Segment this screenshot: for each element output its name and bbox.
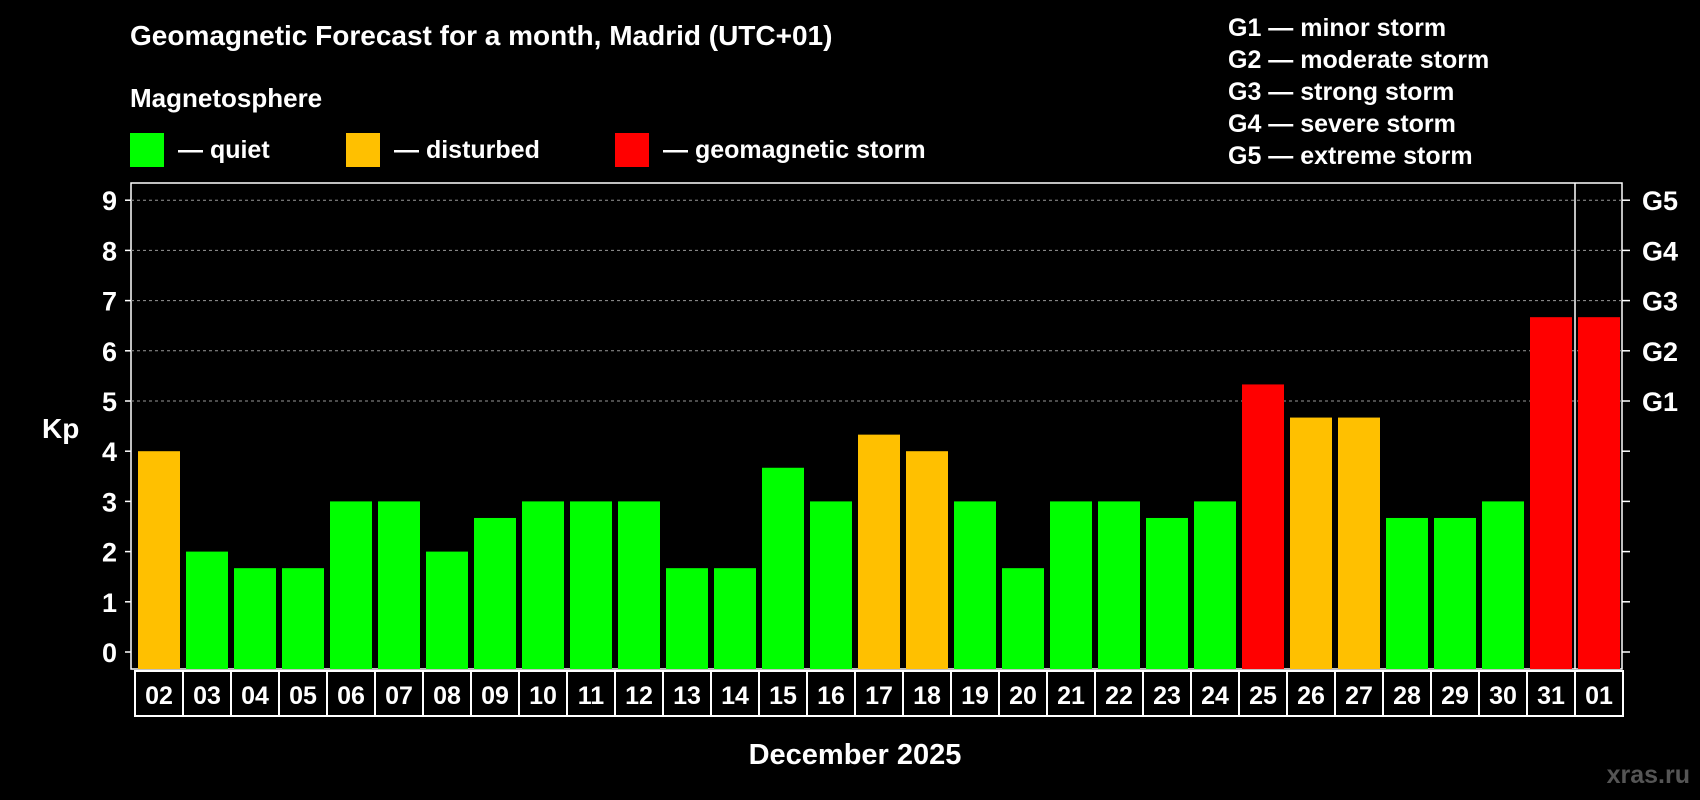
legend-label-disturbed: — disturbed <box>394 135 540 164</box>
x-tick-label: 14 <box>721 682 749 710</box>
bar-07 <box>378 501 420 669</box>
bar-18 <box>906 451 948 669</box>
bar-11 <box>570 501 612 669</box>
bar-02 <box>138 451 180 669</box>
legend-quiet: — quiet <box>130 133 270 167</box>
bar-01 <box>1578 317 1620 669</box>
x-tick-label: 16 <box>817 682 845 710</box>
g-axis-label: G2 <box>1642 337 1678 367</box>
legend-swatch-storm <box>615 133 649 167</box>
x-tick-label: 10 <box>529 682 557 710</box>
g-axis-label: G3 <box>1642 287 1678 317</box>
legend-swatch-quiet <box>130 133 164 167</box>
x-tick-label: 27 <box>1345 682 1373 710</box>
legend-swatch-disturbed <box>346 133 380 167</box>
y-tick-label: 5 <box>102 387 117 417</box>
x-tick-label: 29 <box>1441 682 1469 710</box>
x-tick-label: 03 <box>193 682 221 710</box>
y-tick-label: 8 <box>102 236 117 266</box>
x-tick-label: 12 <box>625 682 653 710</box>
x-label-strip <box>134 670 1624 717</box>
x-tick-label: 15 <box>769 682 797 710</box>
x-tick-label: 20 <box>1009 682 1037 710</box>
legend-label-quiet: — quiet <box>178 135 270 164</box>
bar-08 <box>426 551 468 669</box>
g-scale-item: G1 — minor storm <box>1228 14 1447 42</box>
g-scale-item: G4 — severe storm <box>1228 110 1456 138</box>
bar-29 <box>1434 517 1476 669</box>
x-tick-label: 04 <box>241 682 269 710</box>
watermark: xras.ru <box>1606 761 1690 789</box>
bar-15 <box>762 467 804 669</box>
magnetosphere-label: Magnetosphere <box>130 83 323 113</box>
chart-title: Geomagnetic Forecast for a month, Madrid… <box>130 20 833 51</box>
y-tick-label: 9 <box>102 186 117 216</box>
legend-disturbed: — disturbed <box>346 133 540 167</box>
x-tick-label: 25 <box>1249 682 1277 710</box>
legend-label-storm: — geomagnetic storm <box>663 135 926 164</box>
g-scale-item: G5 — extreme storm <box>1228 142 1473 170</box>
bar-20 <box>1002 568 1044 669</box>
x-tick-label: 24 <box>1201 682 1229 710</box>
x-tick-label: 09 <box>481 682 509 710</box>
g-scale-item: G2 — moderate storm <box>1228 46 1490 74</box>
x-tick-label: 30 <box>1489 682 1517 710</box>
x-tick-label: 06 <box>337 682 365 710</box>
bar-21 <box>1050 501 1092 669</box>
bar-27 <box>1338 417 1380 669</box>
x-tick-label: 07 <box>385 682 413 710</box>
bar-19 <box>954 501 996 669</box>
g-axis-label: G1 <box>1642 387 1678 417</box>
bar-22 <box>1098 501 1140 669</box>
x-tick-label: 18 <box>913 682 941 710</box>
bar-24 <box>1194 501 1236 669</box>
bar-16 <box>810 501 852 669</box>
y-tick-label: 0 <box>102 638 117 668</box>
y-axis-label: Kp <box>42 413 79 444</box>
x-tick-label: 31 <box>1537 682 1565 710</box>
g-axis-label: G4 <box>1642 236 1678 266</box>
bar-05 <box>282 568 324 669</box>
bar-04 <box>234 568 276 669</box>
bar-14 <box>714 568 756 669</box>
x-tick-label: 19 <box>961 682 989 710</box>
x-tick-label: 11 <box>578 682 605 710</box>
bar-23 <box>1146 517 1188 669</box>
bar-26 <box>1290 417 1332 669</box>
bar-12 <box>618 501 660 669</box>
x-tick-label: 13 <box>673 682 701 710</box>
bar-17 <box>858 434 900 669</box>
g-axis-label: G5 <box>1642 186 1678 216</box>
x-tick-label: 23 <box>1153 682 1181 710</box>
x-tick-label: 17 <box>865 682 893 710</box>
bar-28 <box>1386 517 1428 669</box>
y-tick-label: 7 <box>102 287 117 317</box>
y-tick-label: 6 <box>102 337 117 367</box>
legend-storm: — geomagnetic storm <box>615 133 926 167</box>
bar-03 <box>186 551 228 669</box>
x-tick-label: 22 <box>1105 682 1133 710</box>
bar-25 <box>1242 384 1284 669</box>
x-tick-label: 01 <box>1585 682 1613 710</box>
x-tick-label: 08 <box>433 682 461 710</box>
y-tick-label: 4 <box>102 437 117 467</box>
bar-13 <box>666 568 708 669</box>
y-tick-label: 1 <box>102 588 117 618</box>
x-tick-label: 28 <box>1393 682 1421 710</box>
x-tick-label: 26 <box>1297 682 1325 710</box>
x-tick-label: 02 <box>145 682 173 710</box>
bar-30 <box>1482 501 1524 669</box>
y-tick-label: 2 <box>102 538 117 568</box>
bar-06 <box>330 501 372 669</box>
x-tick-label: 05 <box>289 682 317 710</box>
bar-10 <box>522 501 564 669</box>
g-scale-legend: G1 — minor storm G2 — moderate storm G3 … <box>1228 12 1489 172</box>
g-scale-item: G3 — strong storm <box>1228 78 1455 106</box>
y-tick-label: 3 <box>102 487 117 517</box>
bar-31 <box>1530 317 1572 669</box>
x-tick-label: 21 <box>1057 682 1085 710</box>
bar-09 <box>474 517 516 669</box>
x-axis-label: December 2025 <box>749 739 962 771</box>
